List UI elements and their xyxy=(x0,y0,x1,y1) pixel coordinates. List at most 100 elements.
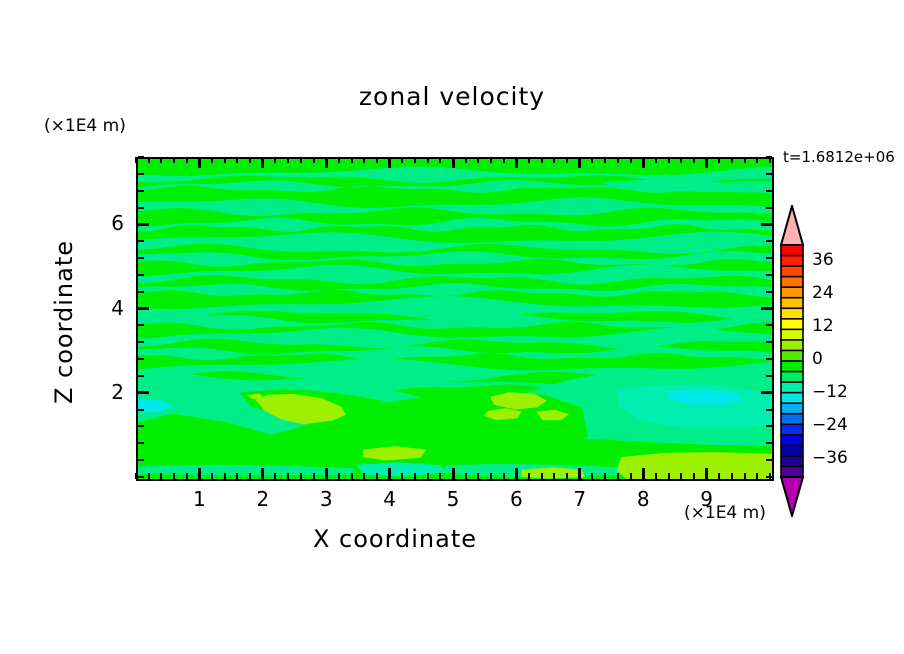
axis-tick xyxy=(401,473,404,479)
axis-tick xyxy=(413,473,416,479)
contour-region xyxy=(138,231,772,254)
axis-tick xyxy=(223,157,226,163)
axis-tick xyxy=(363,157,366,163)
contour-region xyxy=(138,283,772,297)
axis-tick xyxy=(211,473,214,479)
axis-tick xyxy=(502,157,505,163)
colorbar-segment xyxy=(780,444,804,458)
x-axis-unit-label: (×1E4 m) xyxy=(684,503,766,523)
contour-region xyxy=(138,327,772,349)
axis-tick xyxy=(388,157,392,168)
contour-region xyxy=(138,217,772,232)
axis-tick xyxy=(680,157,683,163)
axis-tick xyxy=(616,157,619,163)
axis-tick xyxy=(138,459,144,462)
axis-tick xyxy=(135,473,137,479)
axis-tick xyxy=(138,257,144,260)
axis-tick xyxy=(451,157,455,168)
x-axis-tick-label: 3 xyxy=(319,487,333,511)
axis-tick xyxy=(761,222,772,226)
colorbar-segment xyxy=(780,265,804,279)
axis-tick xyxy=(769,157,771,163)
axis-tick xyxy=(426,473,429,479)
colorbar-segment xyxy=(780,339,804,352)
colorbar-segment xyxy=(780,360,804,373)
colorbar-segment xyxy=(780,307,804,321)
axis-tick xyxy=(705,157,709,168)
chart-title: zonal velocity xyxy=(358,82,546,111)
axis-tick xyxy=(654,157,657,163)
axis-tick xyxy=(197,468,201,479)
axis-tick xyxy=(680,473,683,479)
x-axis-tick-label: 4 xyxy=(383,487,396,511)
axis-tick xyxy=(514,468,518,479)
x-axis-tick-label: 9 xyxy=(700,487,713,511)
contour-region xyxy=(138,180,772,193)
axis-tick xyxy=(312,157,315,163)
axis-tick xyxy=(766,257,772,260)
axis-tick xyxy=(629,157,632,163)
axis-tick xyxy=(138,206,144,209)
axis-tick xyxy=(413,157,416,163)
contour-region xyxy=(483,408,522,421)
axis-tick xyxy=(766,476,772,478)
axis-tick xyxy=(761,391,772,395)
axis-tick xyxy=(540,473,543,479)
axis-tick xyxy=(540,157,543,163)
contour-region xyxy=(356,462,449,477)
axis-tick xyxy=(629,473,632,479)
axis-tick xyxy=(766,425,772,428)
contour-plot-area xyxy=(136,157,774,481)
axis-tick xyxy=(439,473,442,479)
axis-tick xyxy=(363,473,366,479)
axis-tick xyxy=(261,468,265,479)
x-axis-tick-label: 7 xyxy=(573,487,587,511)
axis-tick xyxy=(528,473,531,479)
y-axis-tick-label: 2 xyxy=(111,379,124,404)
axis-tick xyxy=(451,468,455,479)
axis-tick xyxy=(766,290,772,293)
axis-tick xyxy=(490,473,493,479)
contour-region xyxy=(138,264,772,285)
axis-tick xyxy=(604,157,607,163)
axis-tick xyxy=(766,459,772,462)
axis-tick xyxy=(324,157,328,168)
axis-tick xyxy=(375,473,378,479)
axis-tick xyxy=(692,157,695,163)
axis-tick xyxy=(299,473,302,479)
axis-tick xyxy=(464,473,467,479)
axis-tick xyxy=(766,240,772,243)
axis-tick xyxy=(743,473,746,479)
y-axis-title: Z coordinate xyxy=(50,239,78,405)
axis-tick xyxy=(654,473,657,479)
colorbar-tick-label: −24 xyxy=(812,415,848,436)
axis-tick xyxy=(147,157,150,163)
colorbar-segment xyxy=(780,370,804,384)
axis-tick xyxy=(138,156,144,158)
colorbar-segment xyxy=(780,286,804,300)
axis-tick xyxy=(718,157,721,163)
axis-tick xyxy=(287,473,290,479)
axis-tick xyxy=(236,473,239,479)
y-axis-tick-label: 6 xyxy=(111,211,124,236)
axis-tick xyxy=(138,358,144,361)
axis-tick xyxy=(138,391,149,395)
axis-tick xyxy=(388,468,392,479)
axis-tick xyxy=(197,157,201,168)
axis-tick xyxy=(337,157,340,163)
axis-tick xyxy=(249,473,252,479)
axis-tick xyxy=(578,468,582,479)
axis-tick xyxy=(147,473,150,479)
axis-tick xyxy=(261,157,265,168)
contour-region xyxy=(489,392,547,410)
colorbar-tick-label: −36 xyxy=(812,448,848,469)
contour-region xyxy=(667,388,744,406)
axis-tick xyxy=(426,157,429,163)
axis-tick xyxy=(756,473,759,479)
x-axis-tick-label: 5 xyxy=(446,487,460,511)
contour-region xyxy=(247,393,264,399)
axis-tick xyxy=(350,157,353,163)
axis-tick xyxy=(135,157,137,163)
axis-tick xyxy=(223,473,226,479)
contour-region xyxy=(536,409,570,421)
